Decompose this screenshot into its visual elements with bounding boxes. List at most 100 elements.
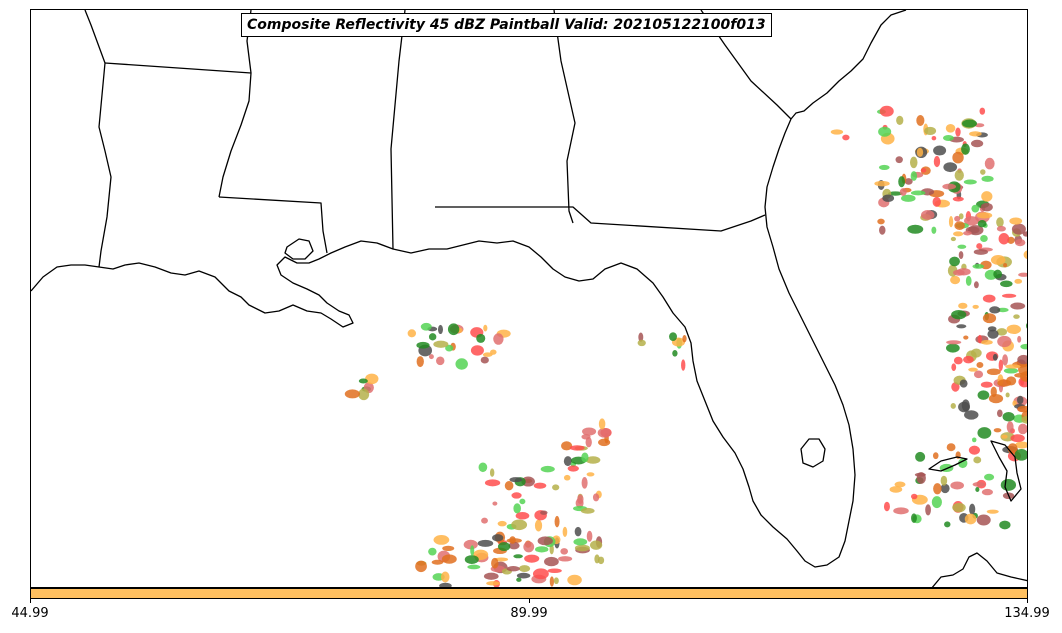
reflectivity-blob [467,564,481,570]
reflectivity-blob [895,156,903,164]
reflectivity-blob [582,427,597,436]
reflectivity-blob [968,445,980,455]
reflectivity-blob [567,574,582,586]
reflectivity-blob [491,557,499,569]
reflectivity-blob [963,355,974,364]
reflectivity-blob [997,335,1012,348]
border-alabama-florida [435,206,766,232]
reflectivity-blob [896,115,904,125]
reflectivity-blob [931,496,942,509]
reflectivity-blob [470,345,484,356]
reflectivity-blob [586,472,595,477]
reflectivity-blob [547,568,562,574]
reflectivity-blob [561,441,573,451]
reflectivity-blob [344,389,361,399]
reflectivity-blob [963,335,969,340]
reflectivity-blob [842,134,850,141]
reflectivity-blob [358,378,368,384]
reflectivity-blob [574,526,582,537]
reflectivity-blob [513,503,521,514]
reflectivity-blob [910,171,918,181]
reflectivity-blob [970,348,982,358]
reflectivity-blob [549,576,555,587]
reflectivity-blob [944,521,951,528]
reflectivity-blob [998,359,1004,371]
reflectivity-blob [442,545,455,552]
reflectivity-blob [997,409,1003,418]
reflectivity-blob [933,483,942,495]
reflectivity-paintball-layer [344,105,1027,587]
reflectivity-blob [948,216,954,228]
reflectivity-blob [497,542,511,552]
reflectivity-blob [573,538,588,546]
reflectivity-blob [877,218,885,225]
reflectivity-blob [904,178,913,185]
reflectivity-blob [973,456,982,464]
reflectivity-blob [954,169,964,181]
reflectivity-blob [492,501,498,506]
reflectivity-blob [416,356,424,368]
reflectivity-blob [486,581,500,586]
reflectivity-blob [511,492,522,499]
reflectivity-blob [597,427,611,438]
reflectivity-blob [580,507,595,514]
reflectivity-blob [489,468,495,477]
reflectivity-blob [955,127,961,137]
geography-layer [31,10,1027,587]
reflectivity-blob [1002,354,1009,366]
reflectivity-blob [920,210,935,220]
reflectivity-blob [577,494,584,505]
reflectivity-blob [958,458,968,469]
reflectivity-blob [961,119,978,128]
reflectivity-blob [1015,441,1027,449]
reflectivity-blob [562,526,568,538]
reflectivity-blob [463,539,478,550]
reflectivity-blob [925,504,931,516]
reflectivity-blob [958,251,964,259]
reflectivity-blob [1000,280,1013,288]
reflectivity-blob [508,541,520,550]
reflectivity-blob [924,126,937,136]
reflectivity-blob [933,155,941,168]
reflectivity-blob [1011,223,1026,235]
reflectivity-blob [956,324,967,329]
coastline-bahamas [928,440,1022,502]
reflectivity-blob [464,555,479,564]
reflectivity-blob [1009,217,1023,225]
reflectivity-blob [931,136,937,141]
reflectivity-blob [1021,415,1027,424]
reflectivity-blob [416,341,430,349]
reflectivity-blob [889,486,903,493]
reflectivity-blob [933,145,947,156]
reflectivity-blob [540,465,555,473]
reflectivity-blob [911,513,917,523]
reflectivity-blob [1017,335,1022,343]
reflectivity-blob [990,255,1006,265]
reflectivity-blob [977,220,987,228]
reflectivity-blob [1013,314,1020,319]
reflectivity-blob [954,215,961,222]
reflectivity-blob [951,363,957,372]
reflectivity-blob [973,370,984,379]
reflectivity-blob [945,123,956,133]
reflectivity-blob [524,554,540,563]
reflectivity-blob [1003,263,1008,268]
reflectivity-blob [484,479,501,487]
reflectivity-blob [965,275,972,286]
reflectivity-blob [986,509,999,514]
reflectivity-blob [830,129,844,135]
reflectivity-blob [1014,449,1027,461]
reflectivity-blob [980,202,993,212]
reflectivity-blob [669,332,678,341]
reflectivity-blob [506,566,520,572]
reflectivity-blob [1002,412,1015,422]
reflectivity-blob [533,482,547,489]
reflectivity-blob [956,268,971,276]
reflectivity-blob [637,339,646,347]
coastline-east [31,10,907,568]
reflectivity-blob [932,196,941,207]
reflectivity-blob [907,224,924,234]
reflectivity-blob [481,517,488,524]
reflectivity-blob [1018,423,1027,435]
